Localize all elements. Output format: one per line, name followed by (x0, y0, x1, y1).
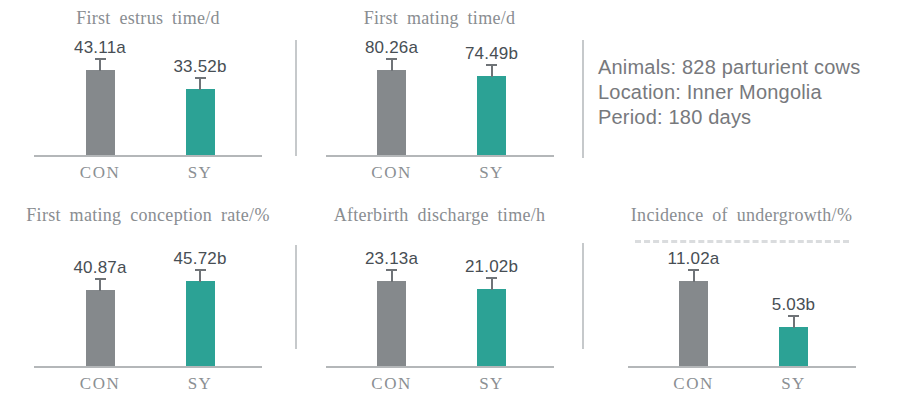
x-axis-line (34, 366, 262, 368)
x-tick-label-con: CON (654, 374, 734, 394)
info-line-location: Location: Inner Mongolia (598, 80, 860, 105)
chart-title: First mating conception rate/% (0, 205, 296, 226)
divider-line (295, 245, 297, 349)
error-bar-icon (386, 58, 397, 70)
bar-con (377, 70, 406, 155)
x-tick-label-con: CON (60, 163, 140, 183)
chart-title: First estrus time/d (0, 8, 296, 29)
bar-group-sy: 74.49b (477, 45, 507, 155)
info-line-animals: Animals: 828 parturient cows (598, 55, 860, 80)
error-bar-icon (486, 277, 497, 289)
bar-group-sy: 45.72b (185, 250, 215, 366)
divider-line (582, 243, 584, 349)
error-bar-icon (688, 269, 699, 281)
bar-sy (186, 281, 215, 366)
bar-group-con: 40.87a (85, 259, 115, 366)
value-label: 40.87a (73, 259, 126, 276)
value-label: 23.13a (365, 250, 418, 267)
bar-group-con: 43.11a (85, 39, 115, 155)
x-tick-label-sy: SY (452, 374, 532, 394)
error-bar-icon (386, 269, 397, 281)
value-label: 21.02b (465, 258, 518, 275)
divider-line (295, 40, 297, 156)
plot-area: 40.87a 45.72b CON SY (48, 240, 248, 368)
bar-group-sy: 21.02b (477, 258, 507, 366)
chart-first-estrus-time: First estrus time/d 43.11a 33.52b CON SY (0, 0, 296, 195)
x-axis-line (628, 366, 856, 368)
x-tick-label-con: CON (352, 163, 432, 183)
chart-first-mating-time: First mating time/d 80.26a 74.49b CON SY (296, 0, 583, 195)
bar-group-con: 11.02a (679, 250, 709, 366)
chart-first-mating-conception-rate: First mating conception rate/% 40.87a 45… (0, 195, 296, 407)
bar-con (86, 290, 115, 366)
plot-area: 80.26a 74.49b CON SY (340, 29, 540, 157)
value-label: 74.49b (465, 45, 518, 62)
bar-group-sy: 33.52b (185, 58, 215, 155)
x-tick-label-sy: SY (160, 163, 240, 183)
chart-title: Afterbirth discharge time/h (296, 205, 583, 226)
error-bar-icon (95, 278, 106, 290)
x-tick-label-sy: SY (754, 374, 834, 394)
value-label: 43.11a (74, 39, 126, 56)
bar-con (377, 281, 406, 366)
value-label: 5.03b (772, 296, 816, 313)
bar-sy (477, 76, 506, 155)
error-bar-icon (195, 269, 206, 281)
chart-title: Incidence of undergrowth/% (583, 205, 900, 226)
error-bar-icon (95, 58, 106, 70)
x-tick-label-con: CON (352, 374, 432, 394)
bar-sy (186, 89, 215, 155)
x-axis-line (326, 155, 554, 157)
study-info-text: Animals: 828 parturient cows Location: I… (598, 55, 860, 130)
chart-title: First mating time/d (296, 8, 583, 29)
value-label: 45.72b (173, 250, 226, 267)
study-info-panel: Animals: 828 parturient cows Location: I… (583, 0, 900, 195)
bar-sy (779, 327, 808, 366)
divider-line (582, 40, 584, 158)
figure-canvas: First estrus time/d 43.11a 33.52b CON SY… (0, 0, 900, 407)
error-bar-icon (486, 64, 497, 76)
chart-incidence-of-undergrowth: Incidence of undergrowth/% 11.02a 5.03b … (583, 195, 900, 407)
bar-group-con: 23.13a (377, 250, 407, 366)
x-tick-label-sy: SY (160, 374, 240, 394)
info-line-period: Period: 180 days (598, 105, 860, 130)
error-bar-icon (788, 315, 799, 327)
x-axis-line (34, 155, 262, 157)
value-label: 80.26a (365, 39, 418, 56)
chart-afterbirth-discharge-time: Afterbirth discharge time/h 23.13a 21.02… (296, 195, 583, 407)
plot-area: 43.11a 33.52b CON SY (48, 29, 248, 157)
x-tick-label-sy: SY (452, 163, 532, 183)
bar-con (679, 281, 708, 366)
x-axis-line (326, 366, 554, 368)
plot-area: 11.02a 5.03b CON SY (642, 240, 842, 368)
error-bar-icon (195, 77, 206, 89)
value-label: 11.02a (668, 250, 720, 267)
bar-group-con: 80.26a (377, 39, 407, 155)
x-tick-label-con: CON (60, 374, 140, 394)
bar-group-sy: 5.03b (779, 296, 809, 366)
bar-sy (477, 289, 506, 366)
bar-con (86, 70, 115, 155)
plot-area: 23.13a 21.02b CON SY (340, 240, 540, 368)
value-label: 33.52b (173, 58, 226, 75)
